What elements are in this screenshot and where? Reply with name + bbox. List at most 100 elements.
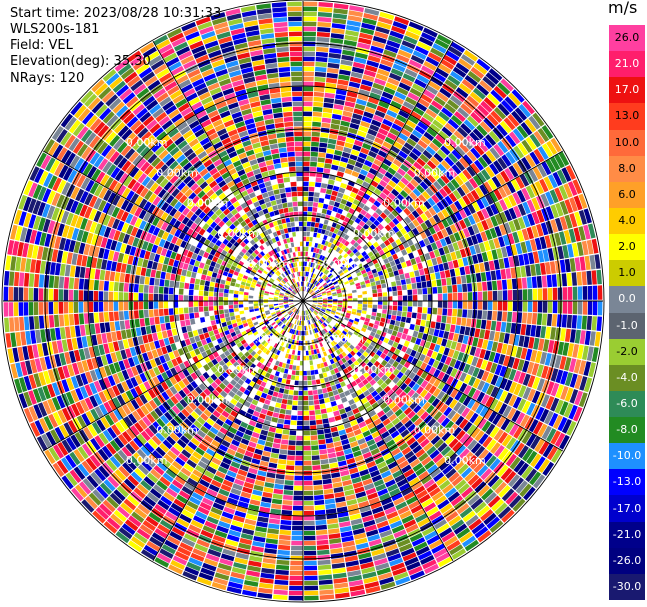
- velocity-gate: [382, 246, 389, 254]
- velocity-gate: [340, 413, 348, 420]
- velocity-gate: [88, 290, 94, 301]
- velocity-gate: [304, 555, 317, 561]
- velocity-gate: [561, 419, 572, 434]
- velocity-gate: [315, 217, 321, 223]
- velocity-gate: [508, 131, 521, 145]
- velocity-gate: [382, 305, 388, 310]
- velocity-gate: [319, 279, 324, 284]
- velocity-gate: [423, 61, 437, 71]
- velocity-gate: [233, 304, 239, 309]
- velocity-gate: [287, 394, 294, 400]
- velocity-gate: [378, 249, 385, 256]
- velocity-gate: [370, 204, 378, 212]
- velocity-gate: [467, 203, 476, 214]
- velocity-gate: [501, 246, 508, 258]
- velocity-gate: [337, 302, 343, 305]
- velocity-gate: [462, 169, 472, 180]
- velocity-gate: [244, 307, 249, 311]
- velocity-gate: [378, 16, 393, 25]
- velocity-gate: [448, 438, 459, 449]
- velocity-gate: [331, 562, 346, 569]
- velocity-gate: [573, 227, 581, 242]
- velocity-gate: [405, 278, 411, 285]
- velocity-gate: [398, 391, 407, 400]
- velocity-gate: [305, 246, 309, 252]
- velocity-gate: [392, 217, 400, 226]
- velocity-gate: [403, 407, 413, 416]
- velocity-gate: [430, 435, 441, 445]
- velocity-gate: [320, 464, 330, 470]
- velocity-gate: [306, 272, 309, 277]
- velocity-gate: [498, 258, 505, 269]
- velocity-gate: [314, 81, 325, 88]
- velocity-gate: [386, 109, 398, 118]
- velocity-gate: [458, 197, 467, 208]
- velocity-gate: [79, 324, 86, 337]
- velocity-gate: [474, 263, 481, 273]
- velocity-gate: [312, 475, 322, 481]
- velocity-gate: [454, 460, 466, 471]
- velocity-gate: [294, 324, 297, 330]
- velocity-gate: [321, 208, 328, 214]
- velocity-gate: [437, 286, 443, 294]
- velocity-gate: [349, 344, 355, 350]
- velocity-gate: [527, 375, 536, 388]
- velocity-gate: [430, 242, 438, 251]
- velocity-gate: [547, 301, 553, 313]
- velocity-gate: [312, 301, 318, 303]
- velocity-gate: [362, 307, 367, 311]
- velocity-gate: [532, 166, 543, 180]
- velocity-gate: [189, 283, 195, 290]
- velocity-gate: [334, 258, 340, 264]
- velocity-gate: [352, 407, 360, 415]
- velocity-gate: [323, 488, 334, 495]
- velocity-gate: [412, 301, 418, 307]
- velocity-gate: [462, 138, 473, 150]
- velocity-gate: [323, 361, 328, 367]
- velocity-gate: [261, 455, 270, 462]
- velocity-gate: [394, 336, 401, 344]
- velocity-gate: [436, 230, 444, 240]
- velocity-gate: [410, 111, 422, 121]
- velocity-gate: [393, 270, 399, 276]
- velocity-gate: [143, 309, 149, 318]
- velocity-gate: [463, 363, 471, 374]
- velocity-gate: [555, 369, 564, 384]
- velocity-gate: [335, 94, 346, 101]
- velocity-gate: [561, 314, 567, 328]
- velocity-gate: [447, 308, 453, 316]
- velocity-gate: [272, 443, 281, 449]
- velocity-gate: [185, 319, 191, 326]
- velocity-gate: [399, 44, 414, 54]
- velocity-gate: [358, 393, 366, 400]
- velocity-gate: [256, 315, 261, 319]
- velocity-gate: [435, 240, 443, 249]
- velocity-gate: [428, 510, 442, 521]
- velocity-gate: [423, 200, 432, 210]
- velocity-gate: [497, 290, 503, 301]
- velocity-gate: [392, 301, 398, 306]
- velocity-gate: [322, 304, 328, 306]
- velocity-gate: [399, 321, 406, 328]
- velocity-gate: [482, 76, 496, 89]
- velocity-gate: [452, 350, 460, 360]
- velocity-gate: [304, 535, 316, 541]
- velocity-gate: [417, 262, 423, 270]
- velocity-gate: [430, 47, 445, 58]
- velocity-gate: [79, 313, 85, 325]
- velocity-gate: [331, 308, 337, 312]
- velocity-gate: [391, 176, 400, 184]
- velocity-gate: [280, 403, 287, 410]
- velocity-gate: [317, 303, 323, 305]
- velocity-gate: [453, 232, 461, 242]
- velocity-gate: [400, 164, 410, 173]
- velocity-gate: [494, 502, 508, 516]
- velocity-gate: [380, 163, 390, 171]
- velocity-gate: [327, 317, 332, 322]
- velocity-gate: [407, 289, 413, 296]
- velocity-gate: [367, 251, 374, 258]
- velocity-gate: [328, 330, 333, 336]
- velocity-gate: [271, 417, 279, 423]
- velocity-gate: [557, 301, 563, 314]
- velocity-gate: [519, 173, 530, 187]
